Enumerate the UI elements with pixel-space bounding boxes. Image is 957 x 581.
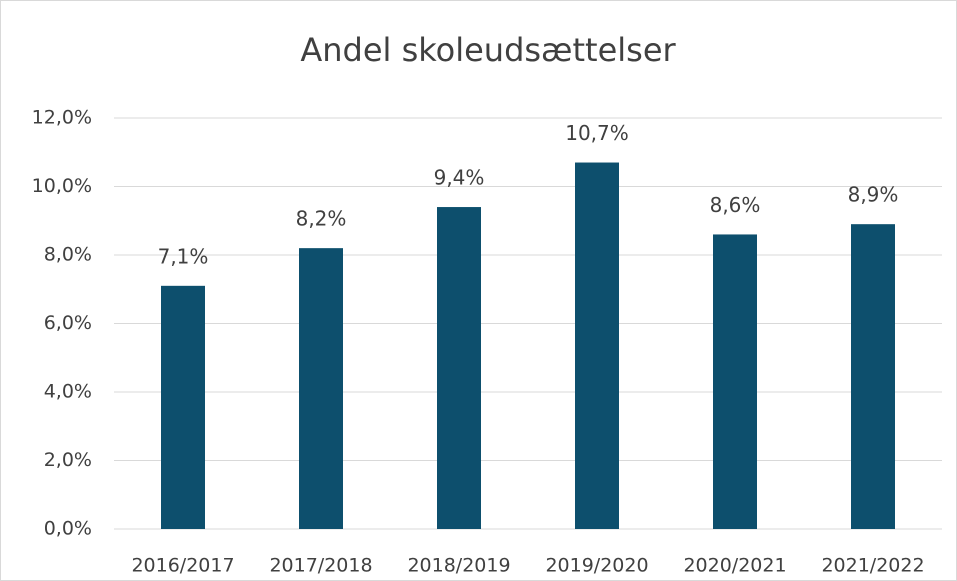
y-tick-label: 8,0% — [44, 244, 92, 266]
bar — [575, 162, 619, 529]
y-tick-label: 12,0% — [32, 107, 92, 129]
data-label: 8,6% — [710, 193, 761, 217]
data-label: 10,7% — [565, 121, 629, 145]
y-tick-label: 6,0% — [44, 312, 92, 334]
y-tick-label: 2,0% — [44, 449, 92, 471]
x-tick-label: 2017/2018 — [269, 555, 372, 577]
data-label: 8,2% — [296, 207, 347, 231]
x-tick-label: 2018/2019 — [407, 555, 510, 577]
y-tick-label: 10,0% — [32, 175, 92, 197]
x-tick-label: 2019/2020 — [545, 555, 648, 577]
data-label: 9,4% — [434, 166, 485, 190]
x-tick-label: 2020/2021 — [683, 555, 786, 577]
data-label: 7,1% — [158, 244, 209, 268]
bar — [437, 207, 481, 530]
y-tick-label: 4,0% — [44, 381, 92, 403]
chart-title: Andel skoleudsættelser — [300, 31, 676, 69]
x-tick-label: 2016/2017 — [131, 555, 234, 577]
y-tick-label: 0,0% — [44, 518, 92, 540]
bar — [851, 224, 895, 530]
bar — [713, 234, 757, 529]
bar — [161, 285, 205, 529]
data-label: 8,9% — [848, 183, 899, 207]
bar — [299, 248, 343, 529]
x-tick-label: 2021/2022 — [821, 555, 924, 577]
